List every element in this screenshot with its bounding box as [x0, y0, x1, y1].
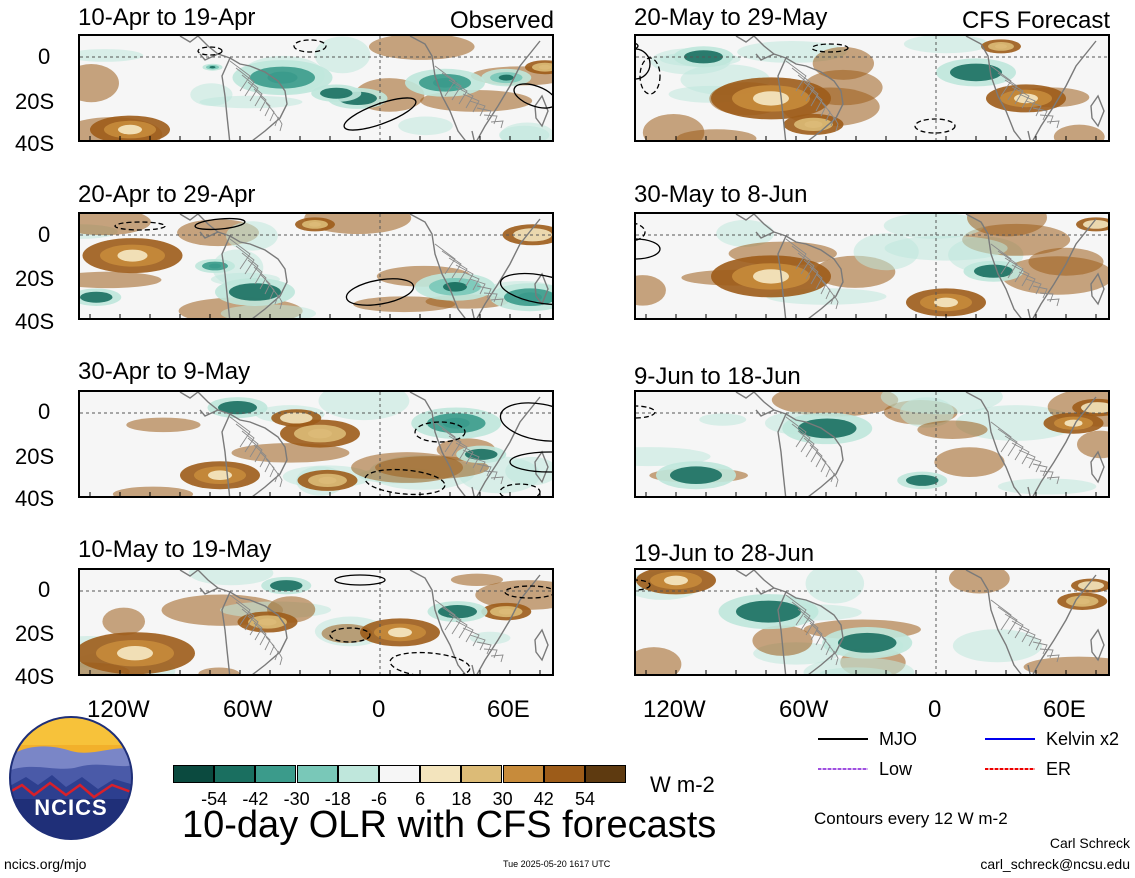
colorbar-swatch	[585, 765, 626, 783]
ncics-logo-graphic	[9, 716, 133, 840]
footer-url: ncics.org/mjo	[4, 856, 87, 872]
lat-tick: 20S	[15, 621, 55, 646]
colorbar-label: 18	[451, 789, 472, 809]
panel-title: 30-Apr to 9-May	[78, 358, 251, 385]
olr-field	[636, 570, 1108, 674]
panel-title: 19-Jun to 28-Jun	[634, 540, 815, 567]
colorbar-label: 6	[415, 789, 426, 809]
legend-label-er: ER	[1046, 759, 1072, 779]
lon-tick: 60E	[487, 696, 530, 723]
olr-field	[80, 36, 552, 140]
panel-label: CFS Forecast	[961, 7, 1110, 34]
colorbar-unit: W m-2	[650, 772, 715, 797]
colorbar-swatch	[337, 765, 379, 783]
colorbar-swatch	[461, 765, 503, 783]
olr-map	[78, 390, 554, 498]
footer-timestamp: Tue 2025-05-20 1617 UTC	[503, 859, 611, 869]
olr-map	[634, 34, 1110, 142]
colorbar-label: -54	[201, 789, 228, 809]
lon-tick: 60W	[223, 696, 273, 723]
olr-map	[78, 568, 554, 676]
panel-title: 20-May to 29-May	[634, 4, 828, 31]
panel-title: 30-May to 8-Jun	[634, 181, 808, 208]
colorbar-label: 30	[492, 789, 513, 809]
colorbar-label: 42	[533, 789, 554, 809]
contours-note: Contours every 12 W m-2	[814, 809, 1008, 828]
lat-tick: 20S	[15, 444, 55, 469]
olr-map	[78, 212, 554, 320]
legend-label-mjo: MJO	[879, 729, 917, 749]
legend-label-low: Low	[879, 759, 913, 779]
legend-line-mjo	[818, 738, 868, 740]
lat-tick: 0	[38, 222, 51, 247]
olr-map	[634, 568, 1110, 676]
lat-tick: 0	[38, 577, 51, 602]
main-title: 10-day OLR with CFS forecasts	[182, 804, 717, 846]
lat-tick: 40S	[15, 664, 55, 689]
lat-tick: 40S	[15, 309, 55, 334]
legend-line-er	[985, 768, 1035, 770]
lat-tick: 0	[38, 44, 51, 69]
ncics-logo: NCICS	[8, 715, 134, 841]
lat-tick: 20S	[15, 266, 55, 291]
colorbar-swatch	[255, 765, 297, 783]
lon-tick: 120W	[643, 696, 706, 723]
colorbar-swatch	[214, 765, 256, 783]
lon-tick: 60E	[1043, 696, 1086, 723]
colorbar-swatch	[502, 765, 544, 783]
colorbar-label: -30	[283, 789, 310, 809]
lon-tick: 0	[928, 696, 942, 723]
legend-line-low	[818, 768, 868, 770]
colorbar-label: -42	[242, 789, 269, 809]
lon-tick: 120W	[87, 696, 150, 723]
olr-field	[80, 392, 552, 496]
colorbar-swatch	[379, 765, 420, 783]
olr-map	[78, 34, 554, 142]
olr-field	[636, 392, 1108, 496]
colorbar-label: -6	[370, 789, 387, 809]
lon-tick: 60W	[779, 696, 829, 723]
lat-tick: 40S	[15, 131, 55, 156]
lat-tick: 40S	[15, 486, 55, 511]
logo-text: NCICS	[34, 795, 108, 820]
colorbar-swatch	[543, 765, 585, 783]
olr-field	[636, 36, 1108, 140]
panel-title: 10-May to 19-May	[78, 536, 272, 563]
olr-field	[80, 214, 552, 318]
panel-title: 10-Apr to 19-Apr	[78, 4, 256, 31]
olr-field	[80, 570, 552, 674]
footer-author: Carl Schreck	[1049, 835, 1130, 851]
footer-email: carl_schreck@ncsu.edu	[980, 856, 1130, 872]
colorbar-swatch	[173, 765, 214, 783]
colorbar-label: 54	[574, 789, 596, 809]
legend-line-kelvin	[985, 738, 1035, 740]
lon-tick: 0	[372, 696, 386, 723]
lat-tick: 20S	[15, 89, 55, 114]
panel-title: 20-Apr to 29-Apr	[78, 181, 256, 208]
colorbar-swatch	[296, 765, 338, 783]
colorbar-swatch	[420, 765, 462, 783]
olr-field	[636, 214, 1108, 318]
colorbar-label: -18	[324, 789, 351, 809]
legend-label-kelvin: Kelvin x2	[1046, 729, 1120, 749]
panel-title: 9-Jun to 18-Jun	[634, 363, 801, 390]
panel-label: Observed	[449, 7, 554, 34]
lat-tick: 0	[38, 399, 51, 424]
olr-map	[634, 390, 1110, 498]
olr-map	[634, 212, 1110, 320]
